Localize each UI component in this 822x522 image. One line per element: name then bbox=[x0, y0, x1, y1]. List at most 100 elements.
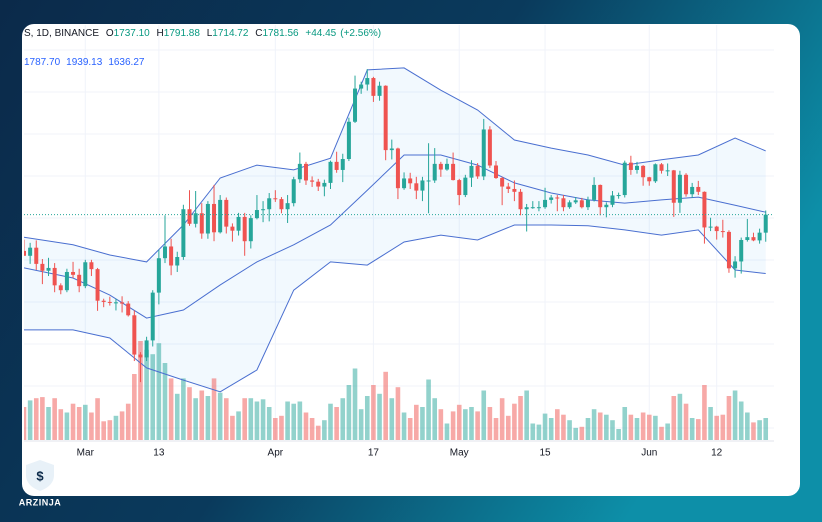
volume-bar bbox=[125, 403, 131, 440]
volume-bar bbox=[266, 407, 272, 440]
volume-bar bbox=[193, 398, 198, 440]
volume-bar bbox=[58, 409, 64, 440]
candle-body bbox=[181, 209, 186, 257]
volume-bar bbox=[144, 349, 149, 440]
candle-body bbox=[702, 191, 707, 228]
candle-body bbox=[604, 204, 609, 208]
candle-body bbox=[365, 78, 370, 85]
volume-bar bbox=[505, 415, 511, 440]
volume-bar bbox=[150, 354, 156, 440]
volume-bar bbox=[426, 379, 431, 440]
volume-bar bbox=[714, 415, 719, 440]
candle-body bbox=[561, 198, 566, 208]
volume-bar bbox=[199, 390, 205, 440]
candle-body bbox=[438, 163, 443, 170]
candle-body bbox=[193, 213, 198, 224]
volume-bar bbox=[89, 412, 94, 440]
candle-body bbox=[77, 274, 82, 287]
candle-body bbox=[726, 231, 731, 269]
candle-body bbox=[126, 303, 131, 316]
volume-bar bbox=[174, 393, 180, 440]
volume-bar bbox=[377, 393, 382, 440]
volume-bar bbox=[132, 374, 137, 440]
volume-bar bbox=[46, 407, 51, 440]
candle-body bbox=[665, 170, 670, 172]
candle-body bbox=[303, 163, 308, 181]
candle-body bbox=[95, 269, 100, 301]
candle-body bbox=[187, 209, 192, 224]
ohlc-value: 1791.88 bbox=[163, 28, 200, 39]
volume-bar bbox=[260, 399, 266, 440]
x-tick-label: 17 bbox=[368, 448, 380, 459]
candle-body bbox=[635, 165, 639, 170]
volume-bar bbox=[285, 401, 290, 440]
x-tick-label: 12 bbox=[711, 448, 723, 459]
candle-body bbox=[414, 183, 419, 191]
candle-body bbox=[444, 163, 449, 170]
candle-body bbox=[512, 188, 517, 192]
volume-bar bbox=[738, 401, 744, 440]
candle-body bbox=[71, 271, 76, 275]
volume-bar bbox=[567, 420, 572, 440]
volume-bar bbox=[732, 390, 738, 440]
volume-bar bbox=[187, 387, 192, 440]
band-value: 1787.70 bbox=[24, 57, 61, 68]
volume-bar bbox=[745, 412, 750, 440]
volume-bar bbox=[469, 407, 474, 440]
candle-body bbox=[205, 203, 210, 234]
candle-body bbox=[628, 162, 633, 170]
candle-body bbox=[254, 210, 259, 219]
volume-bar bbox=[757, 420, 762, 440]
volume-bar bbox=[407, 418, 413, 440]
candle-body bbox=[310, 180, 315, 182]
volume-bar bbox=[420, 407, 425, 440]
candle-body bbox=[359, 84, 364, 89]
x-tick-label: Mar bbox=[77, 448, 95, 459]
candle-body bbox=[113, 302, 118, 304]
candle-body bbox=[402, 178, 407, 189]
candle-body bbox=[530, 207, 535, 209]
volume-bar bbox=[524, 390, 529, 440]
volume-bar bbox=[628, 414, 634, 440]
candle-body bbox=[426, 180, 431, 182]
volume-bar bbox=[720, 414, 726, 440]
candle-body bbox=[536, 207, 541, 209]
volume-bar bbox=[616, 429, 621, 440]
candle-body bbox=[261, 209, 266, 211]
x-tick-label: 13 bbox=[153, 448, 165, 459]
volume-bar bbox=[683, 403, 689, 440]
volume-bar bbox=[499, 398, 505, 440]
candle-body bbox=[389, 148, 394, 151]
candle-body bbox=[83, 262, 88, 287]
candle-body bbox=[156, 258, 161, 293]
band-value: 1636.27 bbox=[108, 57, 145, 68]
candle-body bbox=[720, 231, 725, 233]
volume-bar bbox=[604, 414, 609, 440]
logo-icon: $ bbox=[36, 468, 44, 483]
logo: $ ARZINJA bbox=[19, 460, 61, 507]
band-lower bbox=[24, 224, 766, 393]
candle-body bbox=[162, 246, 167, 259]
ohlc-key: H bbox=[156, 28, 164, 39]
symbol: S, 1D, BINANCE bbox=[24, 28, 100, 39]
candle-body bbox=[230, 226, 235, 231]
candle-body bbox=[322, 182, 327, 187]
volume-bar bbox=[273, 418, 278, 440]
volume-bar bbox=[322, 420, 327, 440]
volume-bar bbox=[248, 398, 254, 440]
candle-body bbox=[653, 164, 658, 182]
volume-bar bbox=[555, 409, 560, 440]
volume-bar bbox=[696, 419, 701, 440]
candle-body bbox=[175, 256, 180, 266]
volume-bar bbox=[358, 409, 364, 440]
candle-body bbox=[567, 202, 572, 208]
candle-body bbox=[616, 195, 621, 197]
volume-bar bbox=[579, 426, 585, 440]
candle-body bbox=[316, 181, 321, 187]
volume-bar bbox=[444, 423, 450, 440]
volume-bar bbox=[573, 427, 578, 440]
candle-body bbox=[40, 263, 45, 271]
candle-body bbox=[432, 163, 437, 181]
candle-body bbox=[132, 315, 137, 355]
candle-body bbox=[291, 179, 296, 204]
